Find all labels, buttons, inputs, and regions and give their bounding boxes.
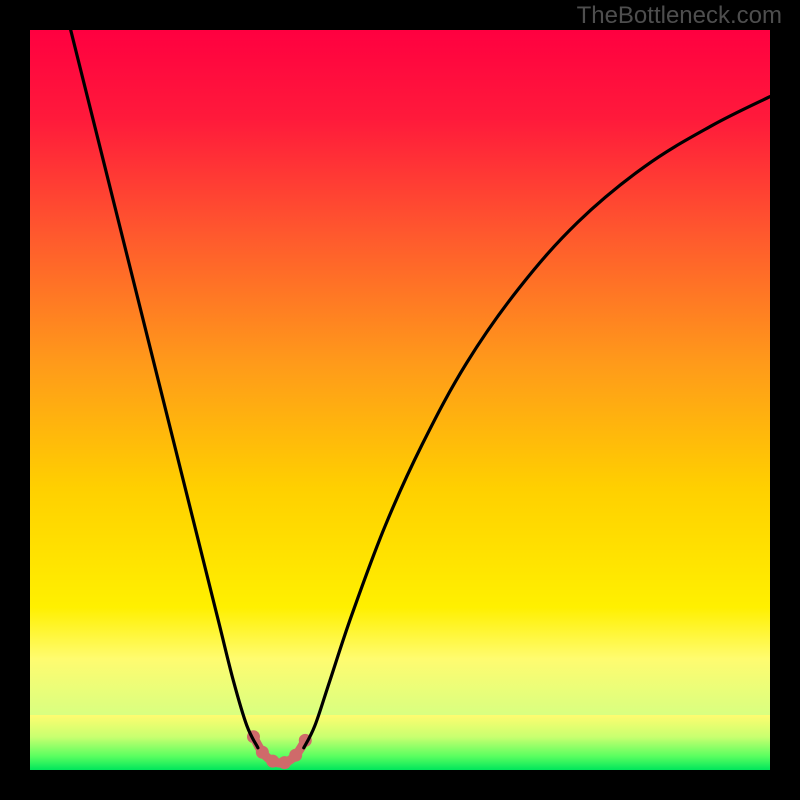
dip-marker-dot	[289, 749, 302, 762]
watermark-text: TheBottleneck.com	[577, 2, 782, 30]
plot-area	[30, 30, 770, 770]
curve-layer	[30, 30, 770, 770]
dip-marker-dot	[266, 755, 279, 768]
dip-marker-dot	[278, 756, 291, 769]
canvas: TheBottleneck.com	[0, 0, 800, 800]
curve-right-branch	[304, 97, 770, 748]
curve-left-branch	[71, 30, 258, 748]
